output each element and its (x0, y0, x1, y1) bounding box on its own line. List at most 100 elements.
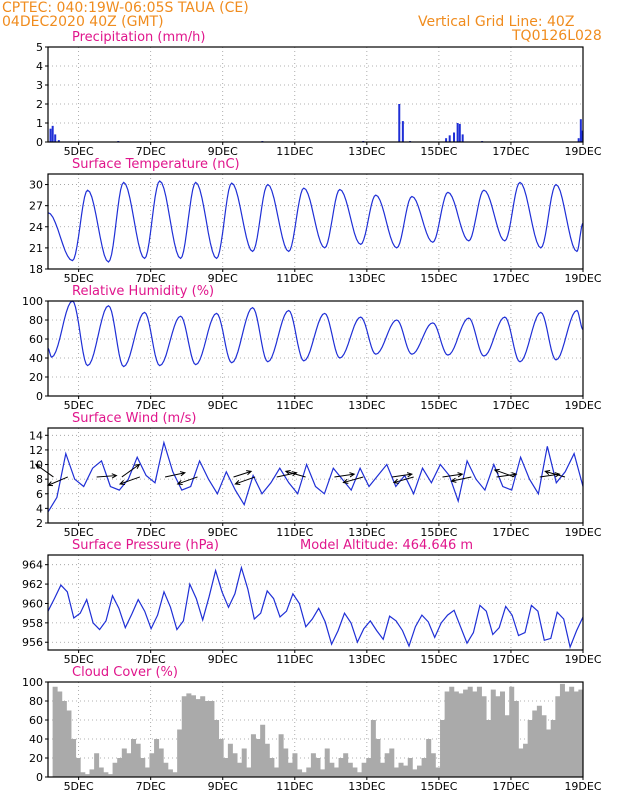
wind-vector-arrow (118, 476, 141, 486)
panel-frame (47, 46, 584, 143)
cloud-bar (532, 710, 538, 777)
precip-bar (54, 134, 57, 142)
cloud-bar (227, 743, 233, 777)
cloud-bar (209, 701, 215, 777)
wind-vector-arrow (121, 463, 141, 478)
cloud-bar (398, 762, 404, 777)
cloud-bar (463, 689, 469, 777)
cloud-bar (232, 753, 238, 777)
wind-vector-arrow (96, 473, 118, 479)
cloud-bar (126, 753, 132, 777)
cloud-bar (472, 691, 478, 777)
cloud-bar (283, 748, 289, 777)
cloud-bar (121, 748, 127, 777)
pressure-series-line (47, 565, 584, 650)
x-tick-label: 9DEC (208, 272, 238, 285)
x-tick-label: 7DEC (136, 526, 166, 539)
x-tick-label: 13DEC (348, 526, 385, 539)
panel-subtitle: Model Altitude: 464.646 m (300, 538, 473, 553)
header-grid-note: Vertical Grid Line: 40Z (418, 14, 575, 30)
wind-vector-arrow (234, 476, 256, 486)
y-tick-label: 956 (22, 636, 43, 649)
wind-vector-arrow (496, 472, 518, 478)
x-tick-label: 13DEC (348, 145, 385, 158)
y-tick-label: 21 (29, 242, 43, 255)
x-tick-label: 11DEC (276, 526, 313, 539)
cloud-bar (315, 758, 321, 777)
panel-cloud: 0 20 40 60 80 100 5DEC 7DEC 9DEC 11DEC 13DEC 15DEC 1… (22, 665, 602, 793)
x-tick-label: 7DEC (136, 780, 166, 793)
x-tick-label: 13DEC (348, 780, 385, 793)
x-tick-label: 5DEC (64, 526, 94, 539)
cloud-bar (195, 699, 201, 777)
y-tick-label: 10 (29, 459, 43, 472)
cloud-bar (555, 696, 561, 777)
x-tick-label: 19DEC (564, 653, 601, 666)
x-tick-label: 11DEC (276, 272, 313, 285)
y-tick-label: 1 (36, 117, 43, 130)
y-tick-label: 20 (29, 752, 43, 765)
cloud-bar (292, 753, 298, 777)
cloud-bar (98, 767, 104, 777)
cloud-bar (269, 758, 275, 777)
y-tick-label: 5 (36, 41, 43, 54)
cloud-bar (393, 767, 399, 777)
cloud-bar (366, 758, 372, 777)
panel-title: Surface Wind (m/s) (72, 411, 196, 426)
cloud-bar (370, 720, 376, 777)
rh-series-line (47, 300, 584, 368)
panel-frame (47, 681, 584, 778)
cloud-bar (66, 710, 72, 777)
x-tick-label: 7DEC (136, 653, 166, 666)
cloud-bar (80, 772, 86, 777)
x-tick-label: 5DEC (64, 399, 94, 412)
cloud-bar (407, 758, 413, 777)
y-tick-label: 14 (29, 429, 43, 442)
y-tick-label: 27 (29, 200, 43, 213)
cloud-bar (204, 701, 210, 777)
cloud-bar (546, 729, 552, 777)
cloud-bar (190, 695, 196, 777)
header-code: TQ0126L028 (512, 28, 602, 44)
y-tick-label: 30 (29, 179, 43, 192)
y-tick-label: 4 (36, 502, 43, 515)
wind-vector-arrow (450, 476, 472, 483)
cloud-bar (338, 758, 344, 777)
cloud-bar (84, 774, 90, 777)
precip-bar (398, 104, 401, 142)
cloud-bar (324, 748, 330, 777)
precip-bar (445, 138, 448, 142)
y-tick-label: 100 (22, 676, 43, 689)
cloud-bar (559, 683, 565, 777)
cloud-bar (578, 689, 584, 777)
cloud-bar (453, 691, 459, 777)
cloud-bar (172, 772, 178, 777)
precip-bar (581, 130, 584, 142)
precip-bar (579, 119, 582, 142)
cloud-bar (246, 767, 252, 777)
cloud-bar (71, 739, 77, 777)
x-tick-label: 19DEC (564, 399, 601, 412)
cloud-bar (513, 701, 519, 777)
panel-title: Precipitation (mm/h) (72, 30, 205, 45)
x-tick-label: 15DEC (420, 526, 457, 539)
y-tick-label: 2 (36, 98, 43, 111)
panel-frame (47, 427, 584, 524)
y-tick-label: 100 (22, 295, 43, 308)
cloud-bar (375, 739, 381, 777)
cloud-bar (218, 739, 224, 777)
precip-bar (57, 140, 60, 142)
cloud-bar (75, 758, 81, 777)
x-tick-label: 5DEC (64, 780, 94, 793)
x-tick-label: 9DEC (208, 399, 238, 412)
cloud-bar (200, 696, 206, 777)
header-datetime: 04DEC2020 40Z (GMT) (2, 14, 164, 30)
panel-pressure: 956 958 960 962 964 5DEC 7DEC 9DEC 11DEC 13DEC 15D… (22, 538, 602, 666)
cloud-bar (140, 758, 146, 777)
cloud-bar (444, 691, 450, 777)
y-tick-label: 12 (29, 444, 43, 457)
cloud-bar (329, 762, 335, 777)
precip-bar (461, 134, 464, 142)
panel-title: Surface Temperature (nC) (72, 157, 240, 172)
x-tick-label: 11DEC (276, 653, 313, 666)
